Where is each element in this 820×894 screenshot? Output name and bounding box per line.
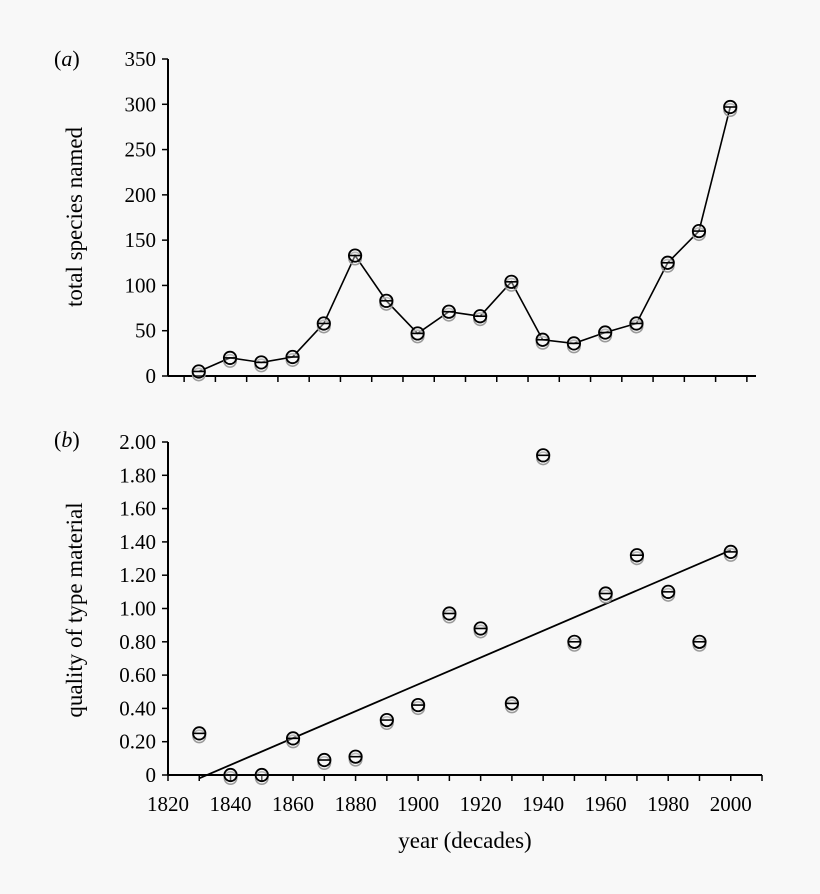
panel-b-x-tick-label: 1820 xyxy=(147,792,189,816)
panel-b-letter: b xyxy=(61,427,72,452)
panel-b-y-tick-label: 0.80 xyxy=(119,630,156,654)
panel-b-x-tick-label: 1920 xyxy=(460,792,502,816)
panel-b-point xyxy=(254,767,269,785)
panel-a-point xyxy=(441,304,456,322)
panel-b-y-tick-label: 0 xyxy=(146,763,157,787)
panel-b-point xyxy=(442,606,457,624)
panel-b-y-tick-label: 1.00 xyxy=(119,597,156,621)
panel-b-point xyxy=(723,544,738,562)
panel-b-label: (b) xyxy=(54,427,80,452)
panel-a-letter: a xyxy=(61,46,72,71)
panel-b-y-tick-label: 0.40 xyxy=(119,696,156,720)
panel-b-axes xyxy=(167,442,762,776)
panel-a-point xyxy=(473,309,488,327)
panel-b-y-tick-label: 0.60 xyxy=(119,663,156,687)
panel-b-point xyxy=(223,767,238,785)
panel-a-y-tick-label: 100 xyxy=(125,273,157,297)
panel-a-y-axis-title: total species named xyxy=(62,126,87,307)
panel-b-x-ticks: 1820 1840 1860 1880 1900 1920 1940 1960 1980 2000 xyxy=(147,775,763,816)
panel-a-series-line xyxy=(198,106,732,373)
panel-b-x-tick-label: 1840 xyxy=(210,792,252,816)
panel-a-point xyxy=(316,316,331,334)
panel-b-point xyxy=(504,696,519,714)
panel-b-x-tick-label: 1860 xyxy=(272,792,314,816)
panel-b-point xyxy=(192,726,207,744)
panel-b-point xyxy=(379,712,394,731)
panel-b-point xyxy=(411,697,426,716)
panel-a-point xyxy=(566,336,582,354)
panel-b-point xyxy=(317,752,332,771)
panel-b-point xyxy=(629,548,645,566)
panel-a-point xyxy=(379,293,394,311)
panel-a-y-tick-label: 150 xyxy=(125,228,157,252)
panel-a-point xyxy=(504,274,519,292)
panel-a-y-tick-label: 350 xyxy=(125,47,157,71)
panel-b-y-tick-label: 1.80 xyxy=(119,463,156,487)
panel-a-y-tick-label: 50 xyxy=(135,319,156,343)
panel-b-y-ticks: 0 0.20 0.40 0.60 0.80 1.00 1.20 1.40 1.60 1.80 2.0… xyxy=(119,430,168,787)
panel-b-point xyxy=(567,634,582,652)
panel-b-x-axis-title: year (decades) xyxy=(398,828,531,853)
panel-a-point xyxy=(535,332,550,350)
panel-a-series xyxy=(191,99,738,382)
panel-b-x-tick-label: 1900 xyxy=(397,792,439,816)
panel-b-series xyxy=(192,448,738,785)
panel-b-point xyxy=(348,749,363,767)
panel-b-point xyxy=(692,634,707,652)
panel-b-y-tick-label: 1.40 xyxy=(119,530,156,554)
panel-a-point xyxy=(285,349,300,367)
panel-b-x-tick-label: 1880 xyxy=(335,792,377,816)
panel-a-x-ticks xyxy=(183,376,748,382)
panel-b-y-tick-label: 2.00 xyxy=(119,430,156,454)
panel-b-y-tick-label: 0.20 xyxy=(119,730,156,754)
panel-a-point xyxy=(191,364,206,382)
panel-a-point xyxy=(723,99,738,118)
panel-b-point xyxy=(536,448,551,466)
panel-b-y-tick-label: 1.60 xyxy=(119,497,156,521)
panel-a-point xyxy=(691,223,707,242)
panel-a-y-tick-label: 200 xyxy=(125,183,157,207)
panel-b-point xyxy=(661,584,676,602)
panel-b-point xyxy=(598,586,613,604)
panel-a-point xyxy=(222,350,238,368)
panel-b-x-tick-label: 1960 xyxy=(585,792,627,816)
panel-a-point xyxy=(629,316,644,334)
panel-a-point xyxy=(598,325,613,343)
panel-b-x-tick-label: 2000 xyxy=(710,792,752,816)
panel-b-y-tick-label: 1.20 xyxy=(119,563,156,587)
panel-a-point xyxy=(347,248,363,266)
panel-a-axes xyxy=(167,59,756,377)
panel-a-point xyxy=(254,355,269,373)
panel-b-x-tick-label: 1980 xyxy=(647,792,689,816)
panel-a-y-ticks: 0 50 100 150 200 250 300 350 xyxy=(125,47,168,388)
panel-a-y-tick-label: 300 xyxy=(125,92,157,116)
panel-b-trend-line xyxy=(198,549,732,780)
panel-a-y-tick-label: 250 xyxy=(125,138,157,162)
panel-a-y-tick-label: 0 xyxy=(146,364,157,388)
panel-b-point xyxy=(473,621,488,639)
panel-b-point xyxy=(285,731,301,749)
panel-b: (b) quality of type material 0 0.20 0.40 0.… xyxy=(54,427,763,853)
panel-a: (a) total species named 0 50 100 150 200 250 3… xyxy=(54,46,756,388)
panel-a-label: (a) xyxy=(54,46,80,71)
panel-b-y-axis-title: quality of type material xyxy=(62,502,87,717)
panel-a-point xyxy=(410,326,425,344)
panel-b-x-tick-label: 1940 xyxy=(522,792,564,816)
panel-a-point xyxy=(660,255,675,273)
